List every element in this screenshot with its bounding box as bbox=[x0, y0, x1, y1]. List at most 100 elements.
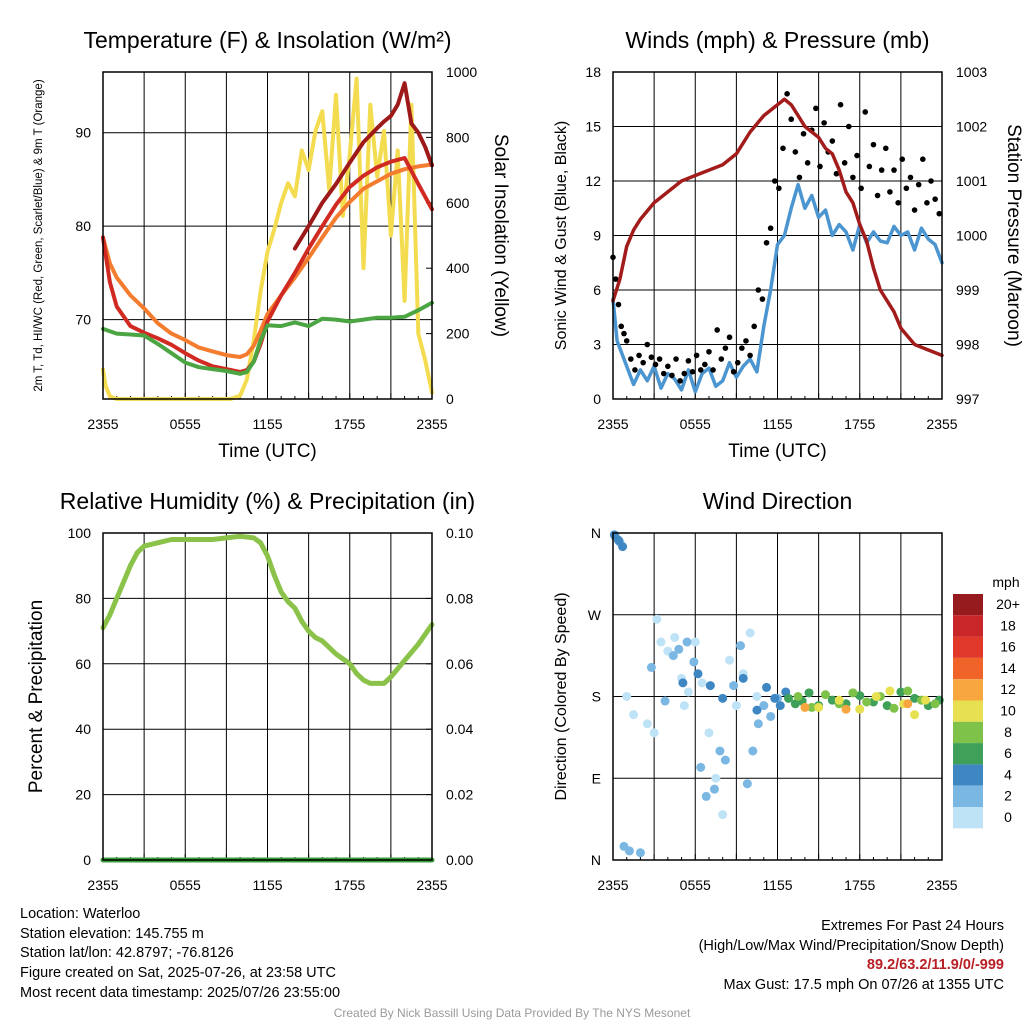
data-point bbox=[800, 702, 810, 712]
data-point bbox=[788, 116, 795, 123]
data-point bbox=[743, 338, 749, 344]
legend-swatch bbox=[953, 743, 983, 765]
data-point bbox=[690, 637, 700, 647]
data-point bbox=[660, 696, 670, 706]
data-point bbox=[624, 846, 634, 856]
data-point bbox=[911, 207, 918, 213]
data-point bbox=[862, 697, 872, 707]
plot-frame bbox=[612, 532, 943, 861]
extremes-heading: Extremes For Past 24 Hours bbox=[821, 918, 1004, 934]
temperature-panel: 2355 0555 1155 1755 2355 70 80 90 0 200 400 600 800 1… bbox=[33, 27, 511, 462]
data-point bbox=[729, 681, 739, 691]
data-point bbox=[841, 704, 851, 714]
data-point bbox=[903, 699, 913, 709]
station-latlon: Station lat/lon: 42.8797; -76.8126 bbox=[20, 945, 234, 962]
x-tick-label: 2355 bbox=[926, 877, 957, 893]
data-point bbox=[618, 542, 628, 552]
x-tick-label: 0555 bbox=[170, 416, 201, 432]
y2-tick-label: 1000 bbox=[956, 228, 987, 244]
x-tick-label: 2355 bbox=[87, 877, 118, 893]
data-point bbox=[936, 210, 943, 217]
data-point bbox=[895, 200, 901, 206]
y-tick-label: 20 bbox=[75, 787, 91, 803]
data-point bbox=[854, 152, 860, 159]
data-point bbox=[887, 189, 893, 195]
data-point bbox=[673, 356, 679, 362]
data-point bbox=[921, 695, 931, 705]
data-point bbox=[640, 359, 646, 366]
legend-swatch bbox=[953, 764, 983, 786]
x-tick-label: 1155 bbox=[762, 877, 792, 893]
data-point bbox=[752, 705, 762, 715]
x-tick-label: 1155 bbox=[252, 416, 282, 432]
legend-swatch bbox=[953, 700, 983, 722]
data-point bbox=[697, 367, 704, 373]
data-point bbox=[679, 701, 689, 711]
legend-swatch bbox=[953, 785, 983, 807]
data-point bbox=[656, 356, 663, 362]
data-point bbox=[903, 185, 910, 192]
data-point bbox=[613, 535, 623, 545]
data-point bbox=[652, 361, 659, 368]
series-line bbox=[100, 533, 435, 686]
data-point bbox=[820, 690, 830, 700]
data-point bbox=[642, 719, 652, 729]
data-point bbox=[855, 691, 865, 701]
legend-label: 14 bbox=[1000, 660, 1016, 676]
legend-label: 20+ bbox=[996, 596, 1020, 612]
y2-tick-label: 999 bbox=[956, 282, 980, 298]
y2-tick-label: 200 bbox=[446, 326, 470, 342]
data-point bbox=[704, 728, 714, 738]
data-point bbox=[889, 703, 899, 713]
data-point bbox=[725, 655, 735, 665]
data-point bbox=[783, 693, 793, 703]
y-tick-label: E bbox=[592, 770, 601, 786]
data-point bbox=[735, 641, 745, 651]
extremes-values: 89.2/63.2/11.9/0/-999 bbox=[866, 957, 1004, 974]
data-point bbox=[660, 370, 667, 377]
legend-label: 10 bbox=[1000, 703, 1016, 719]
y2-tick-label: 800 bbox=[446, 129, 470, 145]
data-point bbox=[693, 669, 703, 679]
data-point bbox=[622, 692, 632, 701]
meteogram-figure: 2355 0555 1155 1755 235570809002004006008001… bbox=[26, 27, 1024, 893]
data-point bbox=[759, 296, 766, 302]
data-point bbox=[910, 710, 920, 720]
data-point bbox=[670, 632, 680, 642]
data-point bbox=[646, 662, 656, 672]
x-tick-label: 0555 bbox=[680, 877, 711, 893]
data-point bbox=[665, 363, 671, 370]
y2-tick-label: 1000 bbox=[446, 64, 477, 80]
data-point bbox=[629, 710, 639, 720]
y2-tick-label: 997 bbox=[956, 391, 980, 407]
data-point bbox=[821, 120, 827, 126]
data-point bbox=[759, 701, 769, 711]
legend-label: 6 bbox=[1004, 745, 1012, 761]
data-point bbox=[751, 323, 757, 330]
series-line bbox=[292, 81, 434, 251]
data-point bbox=[827, 695, 837, 705]
x-tick-label: 0555 bbox=[680, 416, 711, 432]
data-point bbox=[644, 341, 651, 348]
data-point bbox=[742, 779, 752, 789]
y-tick-label: 60 bbox=[75, 656, 91, 672]
y-axis-label: 2m T, Td, HI/WC (Red, Green, Scarlet/Blu… bbox=[33, 79, 45, 391]
legend-swatch bbox=[953, 594, 983, 616]
series-line bbox=[611, 182, 944, 394]
wind-pressure-panel: 2355 0555 1155 1755 2355 0 3 6 9 12 15 18 997 998 999 1… bbox=[553, 27, 1024, 462]
data-point bbox=[752, 692, 762, 701]
y2-tick-label: 0.10 bbox=[446, 525, 473, 541]
data-point bbox=[870, 141, 877, 148]
legend-label: 16 bbox=[1000, 639, 1016, 655]
max-gust: Max Gust: 17.5 mph On 07/26 at 1355 UTC bbox=[723, 977, 1004, 994]
y2-tick-label: 1003 bbox=[956, 64, 987, 80]
data-point bbox=[903, 686, 913, 696]
y-tick-label: 70 bbox=[75, 312, 91, 328]
data-point bbox=[776, 185, 782, 192]
legend-swatch bbox=[953, 807, 983, 829]
data-point bbox=[770, 693, 780, 703]
data-point bbox=[738, 673, 748, 683]
legend-title: mph bbox=[992, 574, 1019, 590]
data-point bbox=[718, 356, 725, 362]
legend-swatch bbox=[953, 615, 983, 637]
